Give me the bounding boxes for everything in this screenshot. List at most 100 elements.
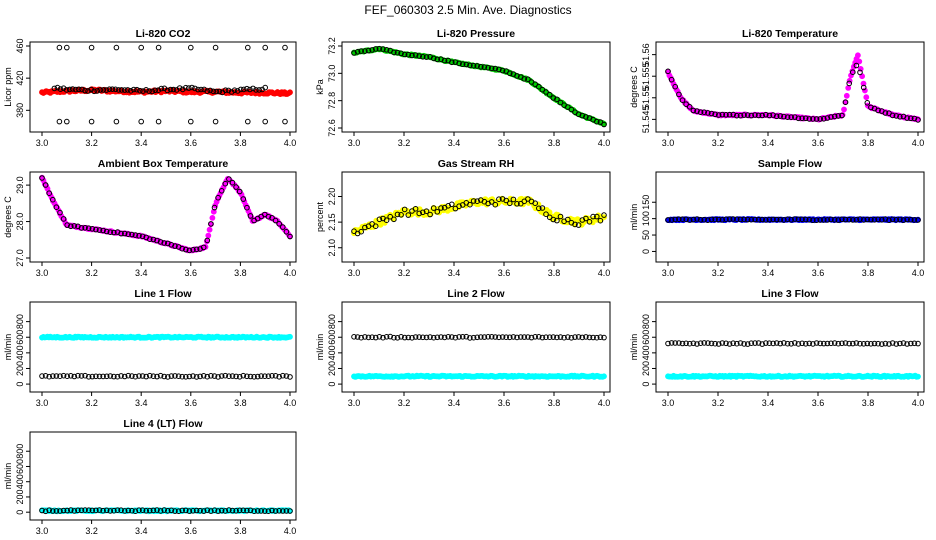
data-point — [88, 44, 95, 51]
data-point — [488, 199, 495, 205]
y-tick-label: 600 — [327, 330, 337, 345]
y-tick-label: 200 — [15, 489, 25, 504]
data-point — [89, 507, 96, 514]
data-point — [225, 87, 232, 94]
data-point — [438, 334, 444, 340]
data-point — [683, 340, 689, 347]
data-point — [792, 216, 798, 222]
data-point — [893, 217, 900, 223]
data-point — [686, 340, 693, 347]
data-point — [218, 507, 225, 514]
data-point — [481, 334, 488, 340]
data-point — [889, 112, 896, 119]
data-point — [744, 216, 751, 223]
data-point — [155, 87, 162, 93]
data-point — [554, 96, 560, 103]
data-point — [690, 340, 697, 347]
data-point — [474, 334, 481, 341]
data-point — [423, 208, 430, 214]
data-point — [536, 334, 542, 340]
data-point — [152, 87, 158, 94]
data-point — [107, 229, 114, 235]
data-point — [60, 507, 67, 514]
x-tick-label: 3.0 — [36, 268, 49, 278]
data-point — [161, 373, 167, 380]
data-point — [208, 373, 214, 379]
data-point — [449, 201, 455, 208]
x-tick-label: 3.4 — [448, 138, 461, 148]
data-point — [354, 49, 361, 55]
data-point — [365, 334, 372, 341]
data-point — [705, 340, 711, 346]
data-point — [514, 201, 520, 207]
data-point — [492, 65, 499, 72]
data-point — [121, 373, 128, 380]
y-tick-label: 28.0 — [15, 213, 25, 231]
x-tick-label: 3.6 — [185, 398, 198, 408]
y-axis-label: ml/min — [629, 204, 639, 231]
data-point — [197, 507, 203, 514]
data-point — [165, 374, 171, 380]
data-point — [190, 247, 196, 253]
data-point — [517, 334, 524, 340]
data-point — [467, 335, 473, 341]
data-point — [64, 507, 70, 514]
data-point — [155, 44, 162, 51]
data-point — [245, 118, 251, 125]
data-point — [46, 373, 53, 380]
data-point — [915, 217, 921, 223]
data-point — [532, 200, 539, 206]
data-point — [871, 340, 878, 347]
data-point — [265, 213, 272, 220]
series-magenta — [665, 52, 921, 123]
data-point — [784, 114, 791, 120]
data-point — [904, 341, 910, 347]
data-point — [118, 373, 124, 379]
data-point — [189, 84, 195, 91]
series-black — [39, 175, 293, 254]
data-point — [200, 244, 207, 251]
data-point — [868, 341, 874, 347]
data-point — [474, 63, 481, 69]
data-point — [492, 201, 499, 208]
data-point — [802, 216, 809, 223]
data-point — [354, 334, 361, 340]
data-point — [862, 87, 868, 94]
data-point — [256, 87, 262, 93]
data-point — [575, 222, 582, 228]
data-point — [129, 373, 135, 379]
data-point — [594, 213, 600, 220]
x-tick-label: 3.0 — [36, 398, 49, 408]
data-point — [197, 373, 203, 380]
data-point — [550, 95, 557, 101]
data-point — [132, 232, 139, 238]
plot-frame — [29, 41, 297, 133]
panel-temp: Li-820 Temperature 3.0 3.2 3.4 3.6 3.8 4.0 51.5… — [629, 28, 925, 148]
x-tick-label: 3.0 — [662, 268, 675, 278]
data-point — [712, 340, 718, 347]
data-point — [132, 508, 139, 515]
data-point — [416, 210, 423, 217]
data-point — [532, 334, 539, 340]
data-point — [82, 507, 88, 513]
data-point — [781, 217, 787, 223]
y-tick-label: 0 — [327, 382, 337, 387]
series-black — [351, 196, 607, 237]
data-point — [759, 112, 766, 119]
data-point — [810, 116, 816, 122]
data-point — [57, 209, 63, 216]
data-point — [697, 109, 704, 115]
data-point — [456, 203, 462, 209]
data-point — [208, 508, 214, 514]
data-point — [420, 54, 426, 60]
data-point — [222, 180, 229, 187]
data-point — [157, 372, 164, 379]
y-tick-label: 380 — [15, 103, 25, 118]
data-point — [168, 373, 175, 379]
data-point — [136, 233, 142, 239]
x-tick-label: 4.0 — [284, 268, 297, 278]
y-tick-label: 400 — [641, 345, 651, 360]
panel-line4: Line 4 (LT) Flow 3.0 3.2 3.4 3.6 3.8 4.0 0 20040… — [3, 418, 297, 536]
y-tick-label: 600 — [641, 330, 651, 345]
data-point — [821, 217, 827, 223]
